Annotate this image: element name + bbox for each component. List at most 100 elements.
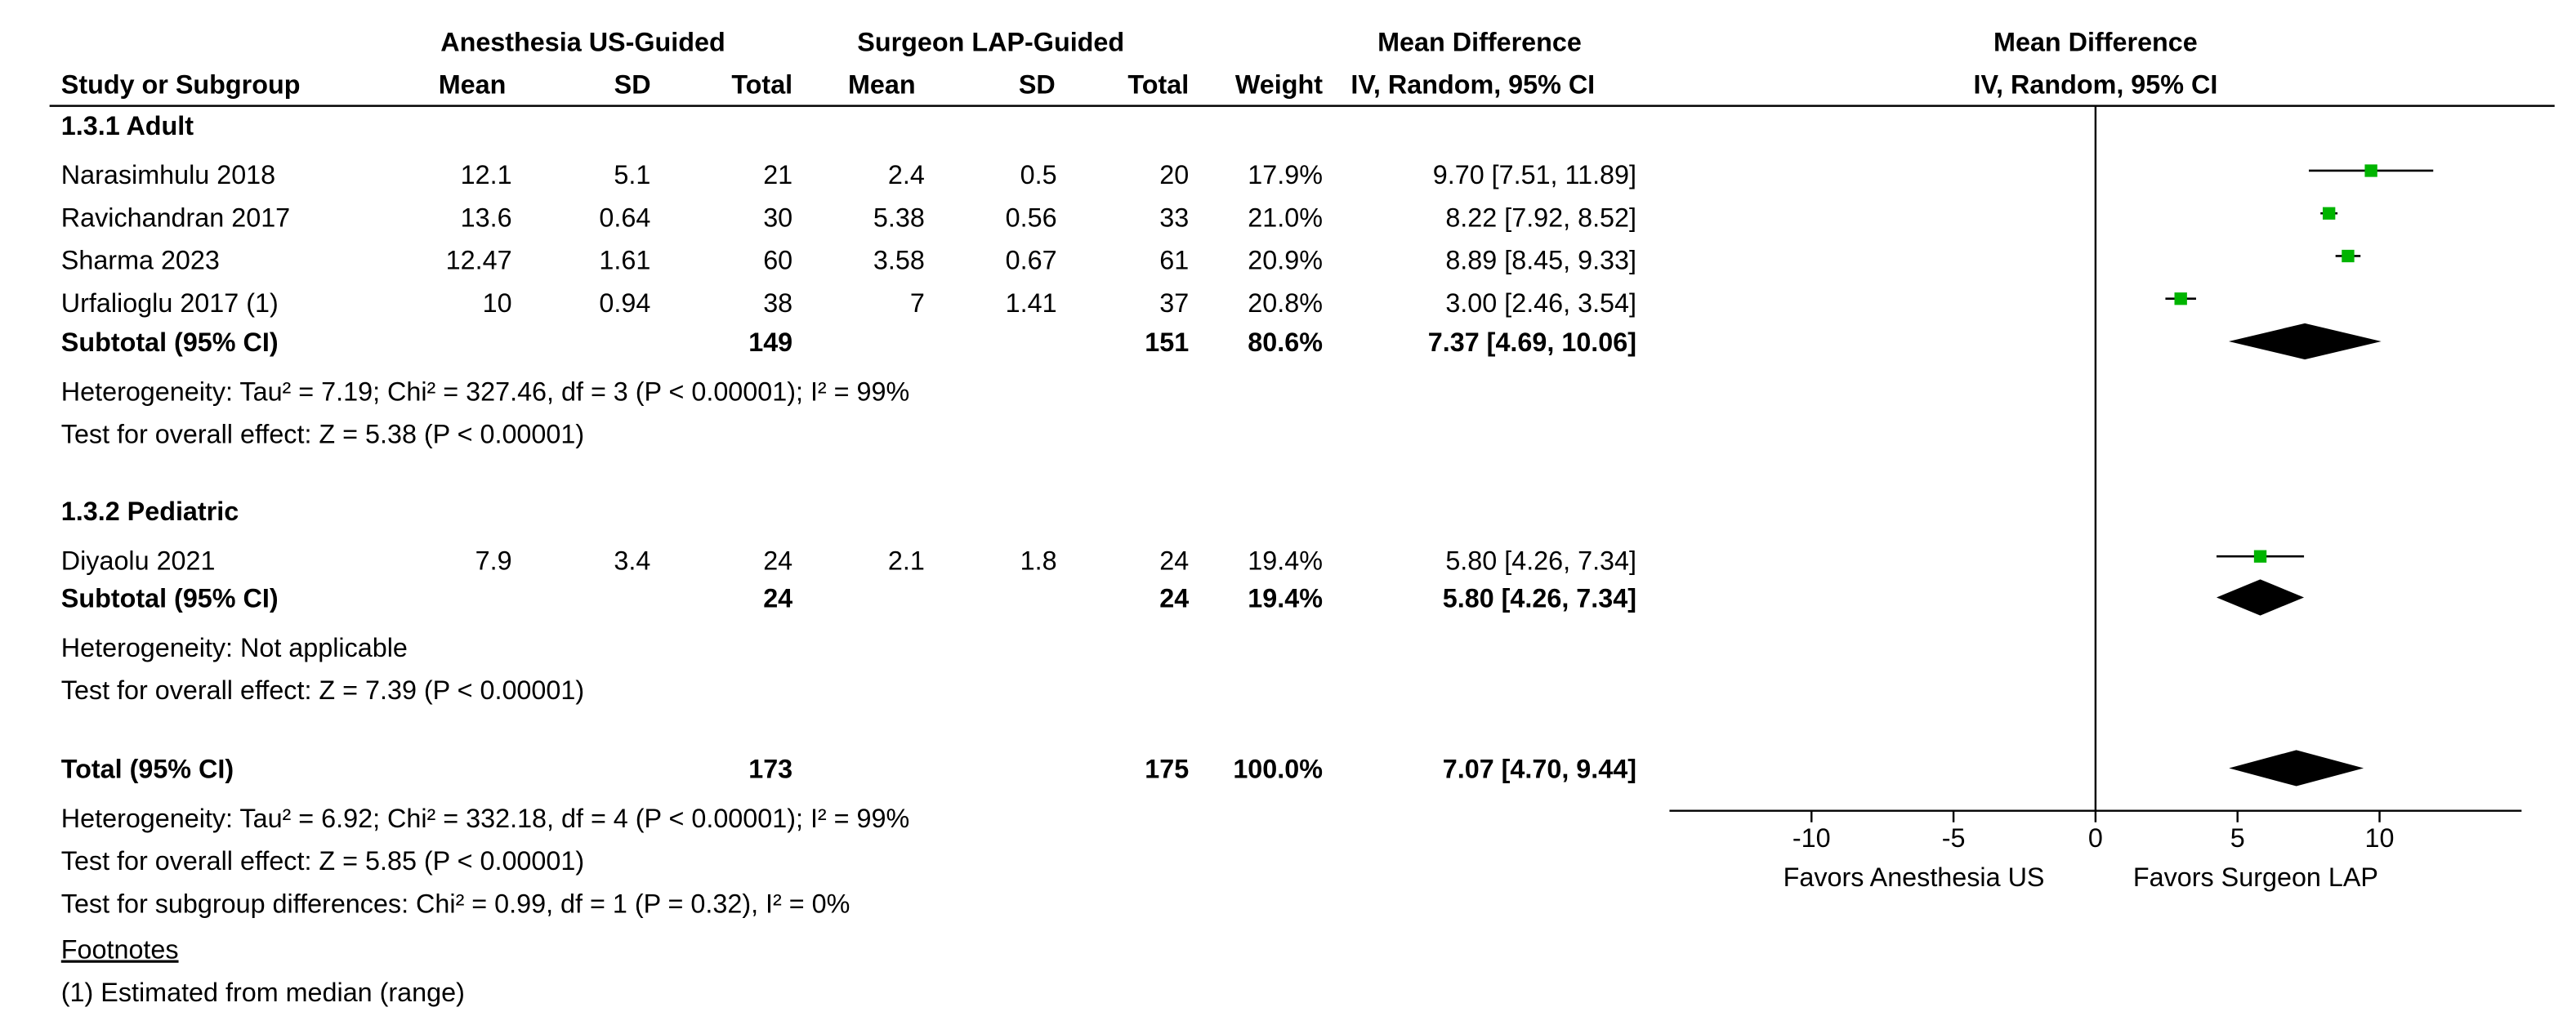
header-sd-2: SD <box>1019 70 1056 100</box>
study-weight: 17.9% <box>1248 160 1323 189</box>
subgroup-differences-text: Test for subgroup differences: Chi² = 0.… <box>61 889 850 918</box>
header-study-col: Study or Subgroup <box>61 70 301 100</box>
header-plot-title: Mean Difference <box>1993 27 2198 56</box>
total-heterogeneity-text: Heterogeneity: Tau² = 6.92; Chi² = 332.1… <box>61 804 909 833</box>
study-total-2: 33 <box>1159 203 1189 232</box>
subtotal-ci: 7.37 [4.69, 10.06] <box>1428 328 1636 357</box>
subgroup-title-pediatric: 1.3.2 Pediatric <box>61 497 239 526</box>
study-mean-1: 10 <box>483 288 512 318</box>
total-weight: 100.0% <box>1233 755 1323 784</box>
study-weight: 20.8% <box>1248 288 1323 318</box>
study-sd-1: 0.94 <box>599 288 650 318</box>
header-group1: Anesthesia US-Guided <box>440 27 725 56</box>
total-label: Total (95% CI) <box>61 755 234 784</box>
study-total-2: 24 <box>1159 546 1189 575</box>
x-tick-label: 10 <box>2365 823 2395 853</box>
forest-plot-area: -10 -5 0 5 10 Favors Anesthesia US Favors Su… <box>1669 106 2522 892</box>
heterogeneity-text: Heterogeneity: Tau² = 7.19; Chi² = 327.4… <box>61 377 909 406</box>
effect-marker <box>2342 249 2355 263</box>
study-row: Urfalioglu 2017 (1) 10 0.94 38 7 1.41 37… <box>61 288 1636 318</box>
subtotal-weight: 80.6% <box>1248 328 1323 357</box>
footnote-item: (1) Estimated from median (range) <box>61 978 465 1007</box>
subtotal-total-2: 151 <box>1145 328 1189 357</box>
study-ci: 8.89 [8.45, 9.33] <box>1445 246 1636 275</box>
study-weight: 20.9% <box>1248 246 1323 275</box>
study-weight: 19.4% <box>1248 546 1323 575</box>
study-total-2: 20 <box>1159 160 1189 189</box>
subtotal-label: Subtotal (95% CI) <box>61 584 279 613</box>
study-mean-2: 2.4 <box>888 160 925 189</box>
subtotal-row: Subtotal (95% CI) 24 24 19.4% 5.80 [4.26… <box>61 584 1636 613</box>
study-total-2: 37 <box>1159 288 1189 318</box>
subtotal-row: Subtotal (95% CI) 149 151 80.6% 7.37 [4.… <box>61 328 1636 357</box>
study-sd-1: 3.4 <box>614 546 650 575</box>
study-sd-2: 0.5 <box>1020 160 1057 189</box>
study-mean-2: 3.58 <box>873 246 925 275</box>
header-sd-1: SD <box>614 70 651 100</box>
header-group2: Surgeon LAP-Guided <box>857 27 1124 56</box>
favors-right-label: Favors Surgeon LAP <box>2133 862 2378 892</box>
effect-marker <box>2174 292 2187 305</box>
study-total-1: 24 <box>763 546 792 575</box>
heterogeneity-text: Heterogeneity: Not applicable <box>61 633 408 662</box>
header-total-2: Total <box>1127 70 1189 100</box>
study-sd-1: 0.64 <box>599 203 650 232</box>
header-md-method: IV, Random, 95% CI <box>1351 70 1595 100</box>
study-ci: 9.70 [7.51, 11.89] <box>1433 160 1636 189</box>
total-overall-effect-text: Test for overall effect: Z = 5.85 (P < 0… <box>61 846 584 876</box>
study-name: Sharma 2023 <box>61 246 220 275</box>
study-mean-1: 13.6 <box>461 203 512 232</box>
study-row: Sharma 2023 12.47 1.61 60 3.58 0.67 61 2… <box>61 246 1636 275</box>
footnotes-link[interactable]: Footnotes <box>61 935 179 965</box>
subtotal-total-2: 24 <box>1159 584 1189 613</box>
study-mean-1: 12.1 <box>461 160 512 189</box>
study-name: Narasimhulu 2018 <box>61 160 275 189</box>
pooled-diamond <box>2217 579 2305 616</box>
study-ci: 5.80 [4.26, 7.34] <box>1445 546 1636 575</box>
study-sd-1: 1.61 <box>599 246 650 275</box>
pooled-diamond <box>2228 323 2382 360</box>
study-total-1: 30 <box>763 203 792 232</box>
study-total-1: 21 <box>763 160 792 189</box>
study-total-1: 60 <box>763 246 792 275</box>
study-mean-1: 12.47 <box>446 246 512 275</box>
study-total-2: 61 <box>1159 246 1189 275</box>
study-ci: 8.22 [7.92, 8.52] <box>1445 203 1636 232</box>
x-tick-label: -5 <box>1942 823 1966 853</box>
study-sd-1: 5.1 <box>614 160 650 189</box>
header-mean-2: Mean <box>848 70 916 100</box>
study-row: Narasimhulu 2018 12.1 5.1 21 2.4 0.5 20 … <box>61 160 1636 189</box>
header-weight: Weight <box>1235 70 1323 100</box>
study-weight: 21.0% <box>1248 203 1323 232</box>
study-sd-2: 0.56 <box>1006 203 1057 232</box>
study-row: Ravichandran 2017 13.6 0.64 30 5.38 0.56… <box>61 203 1636 232</box>
effect-marker <box>2253 550 2267 563</box>
x-axis-ticks: -10 -5 0 5 10 <box>1792 810 2395 853</box>
study-mean-1: 7.9 <box>475 546 512 575</box>
study-total-1: 38 <box>763 288 792 318</box>
subtotal-weight: 19.4% <box>1248 584 1323 613</box>
overall-effect-text: Test for overall effect: Z = 7.39 (P < 0… <box>61 675 584 705</box>
total-total-1: 173 <box>748 755 792 784</box>
x-tick-label: -10 <box>1792 823 1831 853</box>
study-mean-2: 5.38 <box>873 203 925 232</box>
total-ci: 7.07 [4.70, 9.44] <box>1443 755 1636 784</box>
study-ci: 3.00 [2.46, 3.54] <box>1445 288 1636 318</box>
study-name: Ravichandran 2017 <box>61 203 290 232</box>
favors-left-label: Favors Anesthesia US <box>1784 862 2045 892</box>
total-row: Total (95% CI) 173 175 100.0% 7.07 [4.70… <box>61 755 1636 784</box>
effect-marker <box>2322 207 2336 220</box>
study-sd-2: 1.8 <box>1020 546 1057 575</box>
subtotal-total-1: 24 <box>763 584 792 613</box>
subtotal-label: Subtotal (95% CI) <box>61 328 279 357</box>
header-mean-1: Mean <box>439 70 507 100</box>
x-tick-label: 5 <box>2230 823 2245 853</box>
study-markers <box>2165 164 2434 787</box>
study-name: Urfalioglu 2017 (1) <box>61 288 279 318</box>
study-name: Diyaolu 2021 <box>61 546 216 575</box>
subtotal-ci: 5.80 [4.26, 7.34] <box>1443 584 1636 613</box>
effect-marker <box>2364 164 2377 177</box>
x-tick-label: 0 <box>2088 823 2103 853</box>
study-sd-2: 1.41 <box>1006 288 1057 318</box>
subgroup-title-adult: 1.3.1 Adult <box>61 111 194 140</box>
